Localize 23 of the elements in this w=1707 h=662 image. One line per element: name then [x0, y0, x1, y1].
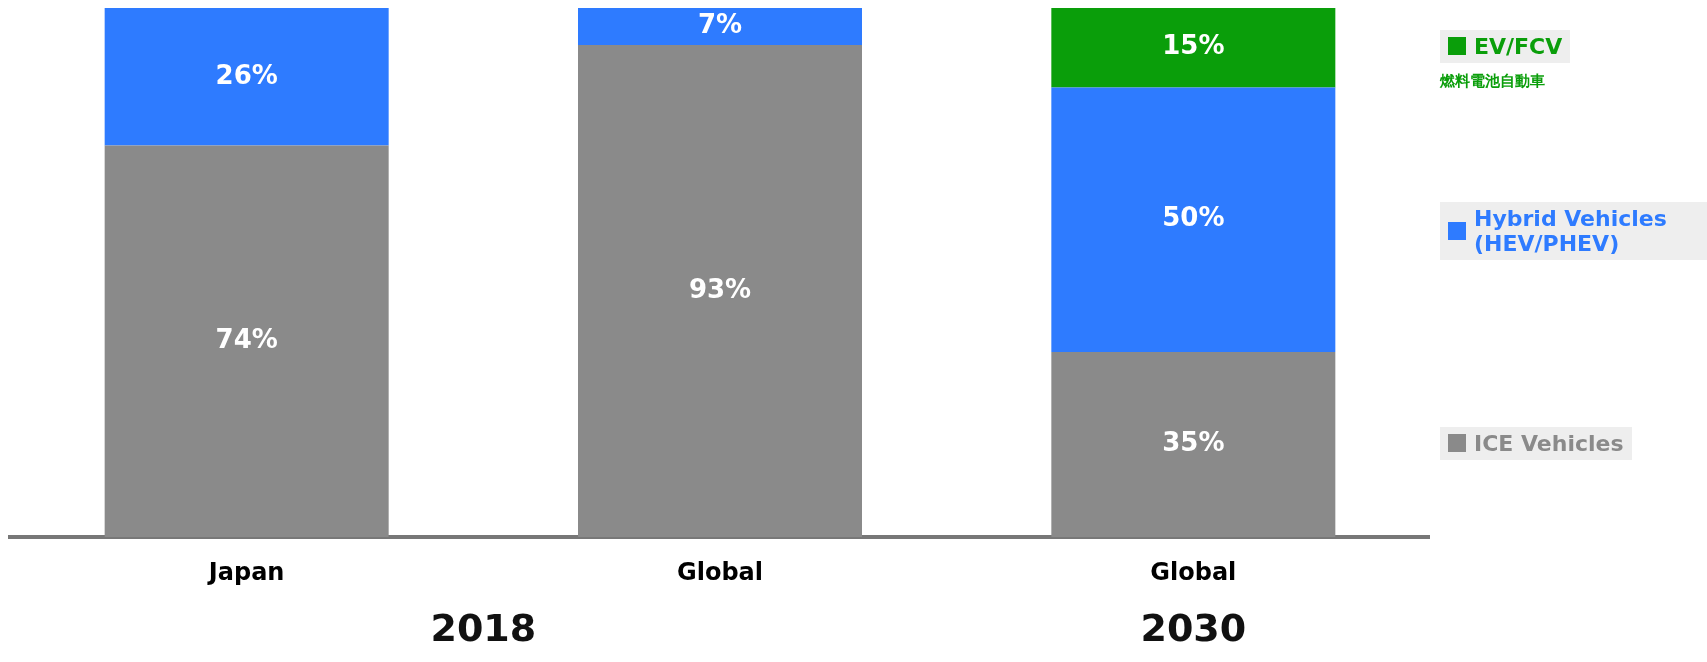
x-tick-label: Japan — [206, 557, 285, 586]
text: 燃料電池自動車 — [1440, 71, 1545, 91]
legend-label: EV/FCV — [1474, 33, 1563, 59]
bar — [1051, 351, 1336, 538]
legend-label: Hybrid Vehicles (HEV/PHEV) — [1474, 205, 1668, 256]
bar — [1051, 87, 1336, 352]
data-label: 15% — [1162, 30, 1225, 61]
data-label: 50% — [1162, 202, 1225, 233]
bar — [104, 145, 389, 538]
text: 2030 — [1140, 606, 1247, 650]
legend-label: ICE Vehicles — [1474, 430, 1624, 456]
data-label: 35% — [1162, 427, 1225, 458]
text: 2018 — [430, 606, 537, 650]
bar — [1051, 8, 1336, 88]
data-label: 26% — [215, 59, 278, 90]
x-tick-label: Global — [676, 557, 764, 586]
x-tick-label: Global — [1150, 557, 1237, 586]
data-label: 93% — [688, 273, 752, 304]
data-label: 74% — [215, 324, 278, 355]
bar — [578, 8, 862, 46]
bar — [578, 45, 862, 538]
bar — [104, 8, 389, 146]
data-label: 7% — [697, 9, 743, 40]
